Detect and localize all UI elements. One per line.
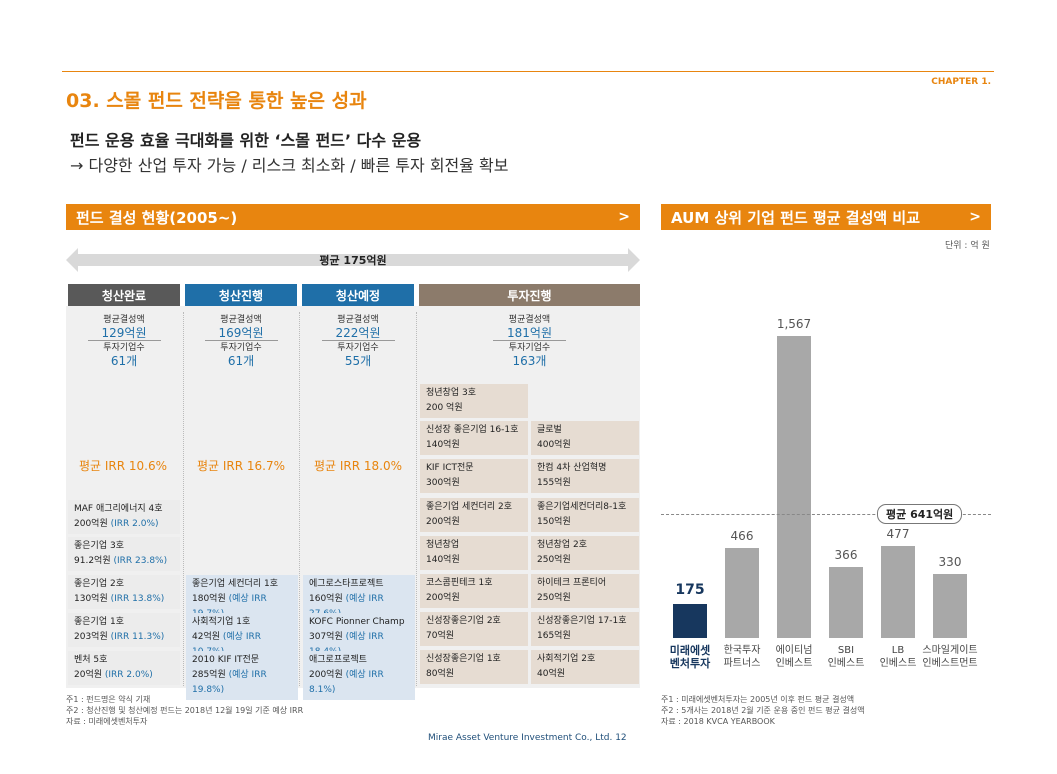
avg-amount-label: 평균결성액 <box>337 315 379 325</box>
company-count-label: 투자기업수 <box>103 343 145 353</box>
col-header-completed: 청산완료 <box>68 284 180 306</box>
chart-category-label: 한국투자 파트너스 <box>723 645 761 669</box>
fund-cell: 좋은기업 세컨더리 2호 200억원 <box>420 498 528 532</box>
fund-cell: 사회적기업 2호 40억원 <box>531 650 639 684</box>
chart-value-label: 477 <box>886 527 910 542</box>
chart-bar <box>829 567 863 638</box>
chart-bar <box>933 574 967 638</box>
average-label: 평균 641억원 <box>877 504 963 525</box>
aum-bar-chart: 175 미래에셋 벤처투자 466 한국투자 파트너스 1,567 에이티넘 인베스트 366 SB… <box>661 250 991 680</box>
avg-amount-label: 평균결성액 <box>220 315 262 325</box>
fund-cell: 청년창업 3호 200 억원 <box>420 384 528 418</box>
col-header-investing: 투자진행 <box>419 284 640 306</box>
aum-comparison-section-bar: AUM 상위 기업 펀드 평균 결성액 비교 > <box>661 204 991 230</box>
avg-amount-label: 평균결성액 <box>508 315 551 325</box>
fund-cell: 청년창업 140억원 <box>420 536 528 570</box>
company-count-label: 투자기업수 <box>220 343 262 353</box>
avg-amount-value: 129억원 <box>87 327 161 341</box>
irr-scheduled: 평균 IRR 18.0% <box>313 459 403 473</box>
col-stats-scheduled: 평균결성액 222억원 투자기업수 55개 <box>302 314 414 368</box>
avg-amount-label: 평균결성액 <box>103 315 145 325</box>
irr-completed: 평균 IRR 10.6% <box>78 459 168 473</box>
aum-comparison-section-title: AUM 상위 기업 펀드 평균 결성액 비교 <box>671 208 920 227</box>
left-notes: 주1 : 펀드명은 약식 기재 주2 : 청산진행 및 청산예정 펀드는 201… <box>66 695 304 726</box>
footer-text: Mirae Asset Venture Investment Co., Ltd.… <box>428 733 627 743</box>
chart-value-label: 330 <box>938 555 962 570</box>
fund-cell: 글로벌 400억원 <box>531 421 639 455</box>
subheadline: → 다양한 산업 투자 가능 / 리스크 최소화 / 빠른 투자 회전율 확보 <box>70 156 509 175</box>
fund-cell: 좋은기업세컨더리8-1호 150억원 <box>531 498 639 532</box>
fund-cell: 코스콤핀테크 1호 200억원 <box>420 574 528 608</box>
fund-cell: 청년창업 2호 250억원 <box>531 536 639 570</box>
column-divider <box>416 312 417 686</box>
col-stats-completed: 평균결성액 129억원 투자기업수 61개 <box>68 314 180 368</box>
chevron-right-icon: > <box>618 209 630 225</box>
avg-amount-value: 222억원 <box>321 327 395 341</box>
chart-category-label: SBI 인베스트 <box>827 645 865 669</box>
col-header-scheduled: 청산예정 <box>302 284 414 306</box>
fund-cell: 신성장좋은기업 1호 80억원 <box>420 650 528 684</box>
fund-cell: 신성장좋은기업 2호 70억원 <box>420 612 528 646</box>
fund-status-section-title: 펀드 결성 현황(2005~) <box>76 208 238 227</box>
chart-value-label: 366 <box>834 548 858 563</box>
fund-cell: 신성장 좋은기업 16-1호 140억원 <box>420 421 528 455</box>
fund-status-section-bar: 펀드 결성 현황(2005~) > <box>66 204 640 230</box>
avg-amount-value: 181억원 <box>493 327 566 341</box>
chart-category-label: LB 인베스트 <box>879 645 917 669</box>
chevron-right-icon: > <box>969 209 981 225</box>
company-count-label: 투자기업수 <box>508 343 551 353</box>
chart-value-label: 175 <box>675 582 705 599</box>
double-arrow-icon <box>66 248 640 272</box>
fund-cell: 2010 KIF IT전문 285억원 (예상 IRR 19.8%) <box>186 651 298 700</box>
fund-cell: MAF 애그리에너지 4호 200억원 (IRR 2.0%) <box>68 500 180 534</box>
fund-cell: 좋은기업 1호 203억원 (IRR 11.3%) <box>68 613 180 647</box>
chart-bar <box>777 336 811 638</box>
company-count-value: 61개 <box>227 354 255 368</box>
col-stats-in-liquidation: 평균결성액 169억원 투자기업수 61개 <box>185 314 297 368</box>
fund-cell: 좋은기업 2호 130억원 (IRR 13.8%) <box>68 575 180 609</box>
column-divider <box>183 312 184 686</box>
fund-cell: 벤처 5호 20억원 (IRR 2.0%) <box>68 651 180 685</box>
col-header-in-liquidation: 청산진행 <box>185 284 297 306</box>
fund-cell: KIF ICT전문 300억원 <box>420 459 528 493</box>
company-count-label: 투자기업수 <box>337 343 379 353</box>
chart-category-label: 미래에셋 벤처투자 <box>669 644 711 670</box>
headline: 펀드 운용 효율 극대화를 위한 ‘스몰 펀드’ 다수 운용 <box>70 131 422 150</box>
header-rule <box>62 71 994 72</box>
overall-average-label: 평균 175억원 <box>319 254 387 267</box>
column-divider <box>299 312 300 686</box>
fund-cell: 한컴 4차 산업혁명 155억원 <box>531 459 639 493</box>
chart-value-label: 1,567 <box>776 317 812 331</box>
chart-category-label: 에이티넘 인베스트 <box>775 645 813 669</box>
fund-cell: 신성장좋은기업 17-1호 165억원 <box>531 612 639 646</box>
avg-amount-value: 169억원 <box>204 327 278 341</box>
company-count-value: 55개 <box>344 354 372 368</box>
fund-cell: 하이테크 프론티어 250억원 <box>531 574 639 608</box>
fund-cell: 애그로프로젝트 200억원 (예상 IRR 8.1%) <box>303 651 415 700</box>
unit-label: 단위 : 억 원 <box>945 241 990 251</box>
average-line <box>661 514 991 516</box>
right-notes: 주1 : 미래에셋벤처투자는 2005년 이후 펀드 평균 결성액 주2 : 5… <box>661 695 865 726</box>
chart-value-label: 466 <box>730 529 754 544</box>
chapter-label: CHAPTER 1. <box>931 77 991 87</box>
company-count-value: 61개 <box>110 354 138 368</box>
chart-category-label: 스마일게이트 인베스트먼트 <box>922 645 978 669</box>
chart-bar <box>725 548 759 638</box>
company-count-value: 163개 <box>512 354 547 368</box>
chart-bar <box>673 604 707 638</box>
fund-cell: 좋은기업 3호 91.2억원 (IRR 23.8%) <box>68 537 180 571</box>
irr-in-liquidation: 평균 IRR 16.7% <box>196 459 286 473</box>
chart-bar <box>881 546 915 638</box>
page-title: 03. 스몰 펀드 전략을 통한 높은 성과 <box>66 90 367 112</box>
col-stats-investing: 평균결성액 181억원 투자기업수 163개 <box>419 314 640 368</box>
